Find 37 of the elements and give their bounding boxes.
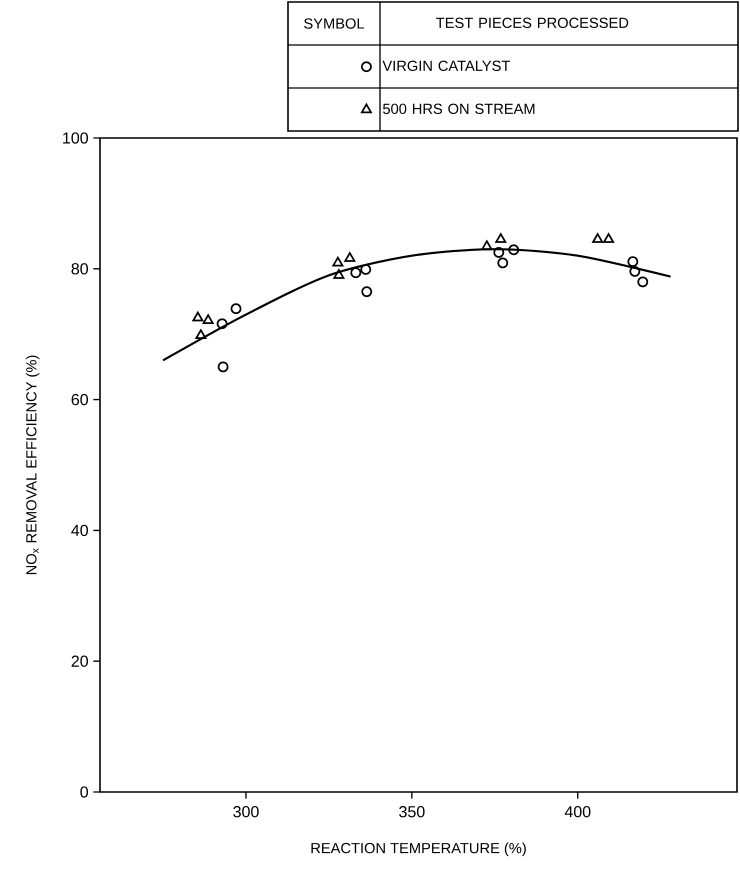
point	[202, 314, 214, 324]
point	[333, 269, 344, 279]
y-tick-label: 100	[63, 132, 88, 144]
point	[360, 264, 372, 275]
point	[361, 286, 372, 298]
text: SYMBOL	[304, 18, 364, 29]
legend-label: VIRGIN CATALYST	[382, 60, 510, 71]
point	[344, 252, 356, 262]
point	[603, 233, 614, 243]
y-tick-label: 20	[72, 656, 88, 667]
point	[192, 312, 204, 322]
point	[497, 258, 508, 268]
x-tick-label: 300	[233, 806, 259, 818]
x-tick-label: 400	[564, 806, 590, 818]
point	[195, 329, 206, 340]
point	[495, 233, 506, 243]
point	[637, 276, 648, 288]
point	[481, 240, 492, 250]
point	[216, 318, 228, 330]
point	[218, 361, 228, 372]
legend-label: 500 HRS ON STREAM	[383, 104, 534, 114]
point	[350, 267, 362, 278]
point	[629, 266, 640, 277]
y-tick-label: 60	[72, 394, 88, 406]
point	[592, 233, 604, 243]
point	[230, 303, 242, 314]
x-axis-title: REACTION TEMPERATURE (%)	[311, 842, 526, 856]
x-tick-label: 350	[399, 806, 425, 818]
point	[627, 256, 638, 268]
y-axis-title: NO$_{x}$ REMOVAL EFFICIENCY (%)	[26, 356, 40, 574]
y-tick-label: 40	[71, 524, 88, 536]
legend-title: TEST PIECES PROCESSED	[436, 18, 628, 28]
point	[508, 244, 520, 256]
point	[493, 247, 504, 258]
y-tick-label: 80	[72, 263, 88, 274]
point	[332, 256, 344, 266]
y-tick-label: 0	[80, 786, 88, 798]
